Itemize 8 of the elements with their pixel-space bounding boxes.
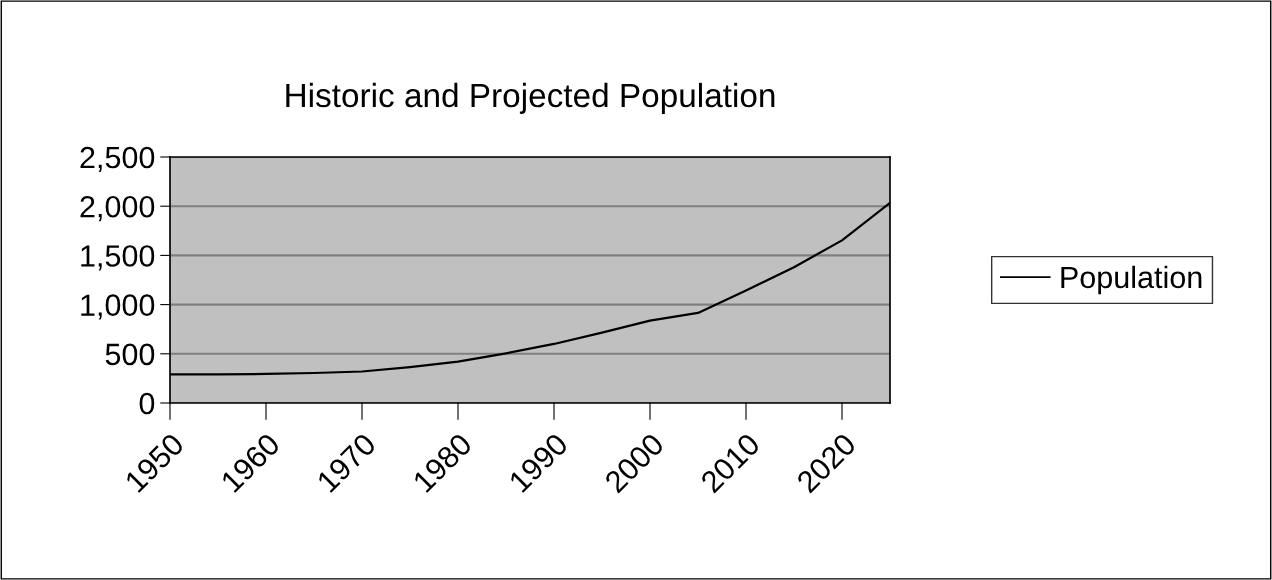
y-tick-label: 500 xyxy=(105,343,155,366)
y-tick-label: 1,000 xyxy=(81,294,155,320)
y-tick-label: 0 xyxy=(139,392,155,415)
chart-title: Historic and Projected Population xyxy=(286,82,775,114)
y-tick-label: 1,500 xyxy=(81,245,155,271)
legend-label: Population xyxy=(1061,265,1202,295)
y-tick-label: 2,000 xyxy=(80,195,155,222)
y-tick-label: 2,500 xyxy=(80,146,155,172)
